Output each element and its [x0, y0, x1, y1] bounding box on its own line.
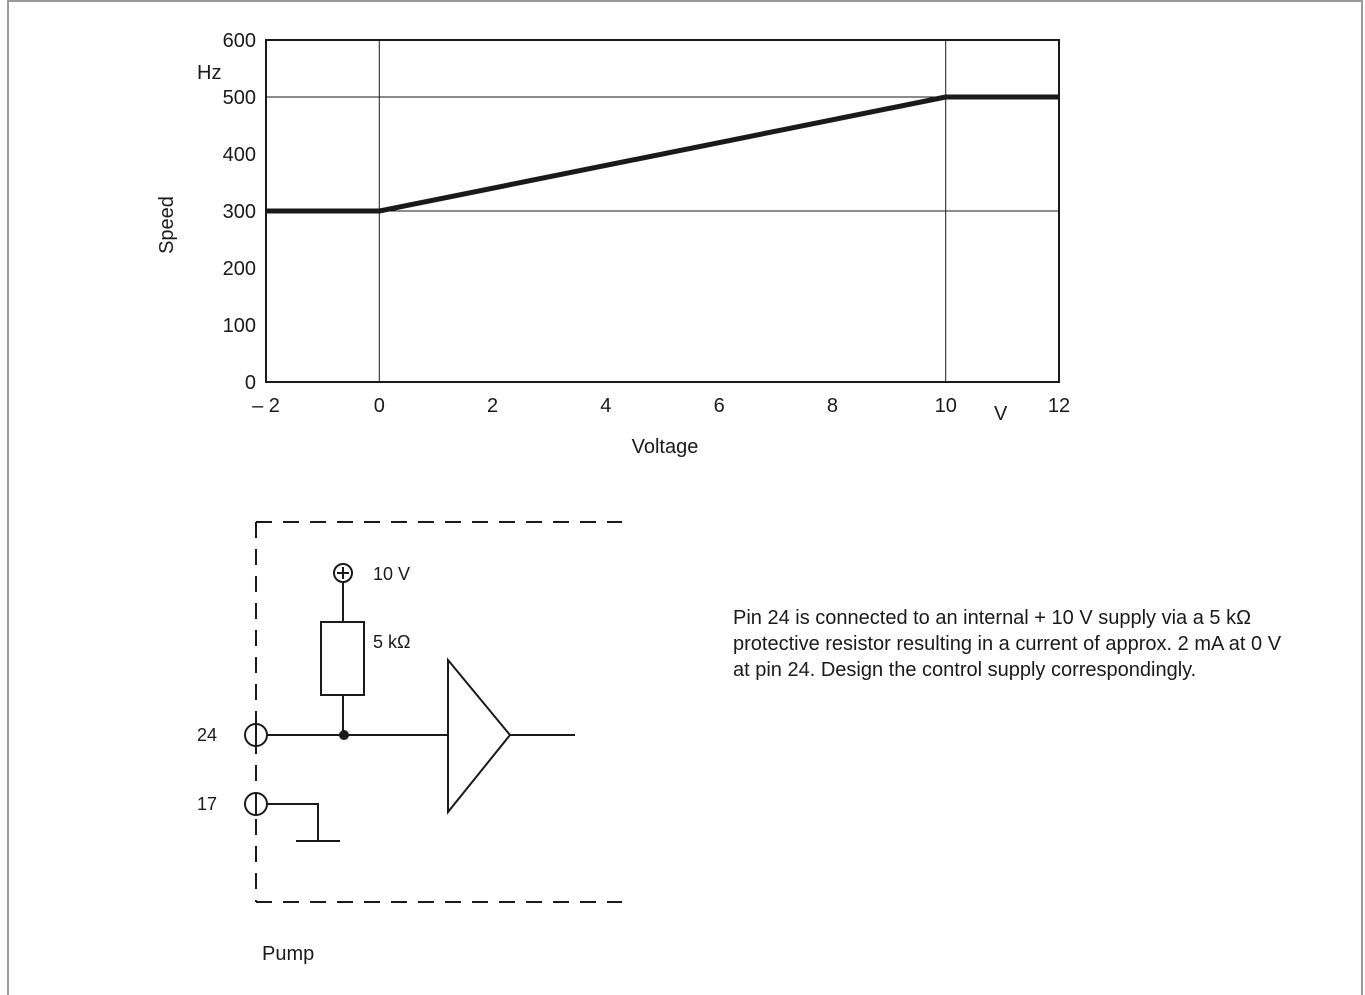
y-tick-label: 100 [223, 315, 256, 337]
page-frame [7, 0, 1363, 995]
x-tick-label: 6 [714, 395, 725, 417]
amplifier-symbol [447, 657, 512, 815]
pin-24-label: 24 [197, 725, 217, 745]
x-tick-label: 0 [374, 395, 385, 417]
y-axis-unit: Hz [197, 62, 221, 84]
x-tick-label: – 2 [252, 395, 280, 417]
chart-series [266, 94, 1059, 214]
pin-17-terminal-icon [244, 792, 268, 816]
x-tick-label: 2 [487, 395, 498, 417]
supply-terminal-icon [333, 563, 353, 583]
x-axis-label: Voltage [632, 436, 699, 458]
junction-dot [339, 730, 349, 740]
enclosure-label: Pump [262, 943, 314, 965]
resistor-symbol [320, 621, 365, 696]
y-tick-label: 400 [223, 144, 256, 166]
y-axis-label: Speed [156, 196, 178, 254]
supply-voltage-label: 10 V [373, 564, 410, 584]
x-tick-label: 4 [600, 395, 611, 417]
speed-curve [266, 94, 1059, 214]
y-tick-label: 600 [223, 30, 256, 52]
description-text: Pin 24 is connected to an internal + 10 … [733, 607, 1282, 681]
y-tick-label: 500 [223, 87, 256, 109]
y-tick-label: 200 [223, 258, 256, 280]
x-tick-label: 8 [827, 395, 838, 417]
resistor-value-label: 5 kΩ [373, 632, 410, 652]
pump-enclosure-boundary [255, 521, 622, 903]
pin-24-terminal-icon [244, 723, 268, 747]
y-tick-label: 300 [223, 201, 256, 223]
y-tick-label: 0 [245, 372, 256, 394]
x-tick-label: 10 [935, 395, 957, 417]
x-axis-unit: V [994, 403, 1008, 425]
x-tick-label: 12 [1048, 395, 1070, 417]
pin-17-label: 17 [197, 794, 217, 814]
ground-icon [267, 803, 340, 842]
